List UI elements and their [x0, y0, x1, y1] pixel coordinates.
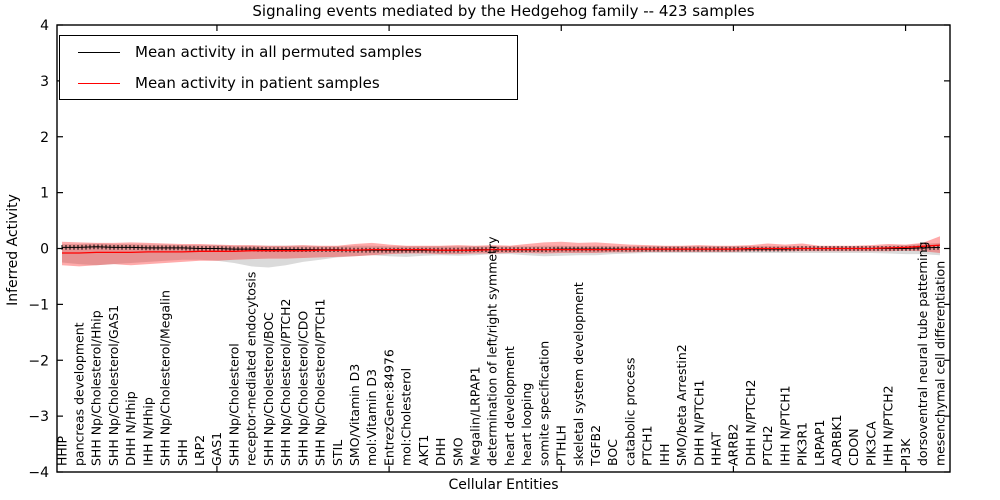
x-category-label: SHH Np/Cholesterol/PTCH1	[313, 299, 328, 467]
x-category-label: SHH Np/Cholesterol/PTCH2	[278, 299, 293, 467]
x-category-label: HHIP	[54, 436, 69, 466]
x-category-label: SMO/beta Arrestin2	[674, 344, 689, 466]
y-axis-title: Inferred Activity	[5, 194, 21, 306]
x-category-label: SHH Np/Cholesterol/Hhip	[89, 310, 104, 466]
x-category-label: determination of left/right symmetry	[485, 236, 500, 466]
legend-entry-patient: Mean activity in patient samples	[60, 68, 517, 98]
x-category-label: TGFB2	[588, 425, 603, 467]
legend: Mean activity in all permuted samples Me…	[59, 35, 518, 100]
y-tick-label: 3	[40, 74, 49, 90]
x-category-label: PTCH2	[760, 425, 775, 466]
x-category-label: GAS1	[209, 432, 224, 466]
x-category-label: SMO/Vitamin D3	[347, 364, 362, 466]
x-category-label: CDON	[846, 428, 861, 466]
x-category-label: heart development	[502, 346, 517, 466]
x-category-label: SHH Np/Cholesterol/BOC	[261, 312, 276, 466]
x-category-label: ADRBK1	[829, 414, 844, 466]
chart-title: Signaling events mediated by the Hedgeho…	[252, 2, 755, 20]
x-category-label: DHH N/Hhip	[123, 391, 138, 466]
x-category-label: receptor-mediated endocytosis	[244, 272, 259, 466]
y-tick-label: −1	[28, 297, 49, 313]
x-category-label: dorsoventral neural tube patterning	[915, 242, 930, 467]
x-category-label: PIK3R1	[795, 422, 810, 466]
y-tick-label: 1	[40, 186, 49, 202]
x-category-label: IHH N/Hhip	[140, 397, 155, 466]
x-category-label: LRPAP1	[812, 420, 827, 466]
x-category-label: ARRB2	[726, 424, 741, 466]
x-category-label: AKT1	[416, 435, 431, 466]
x-category-label: IHH	[657, 444, 672, 467]
x-category-label: skeletal system development	[571, 282, 586, 466]
x-category-label: LRP2	[192, 435, 207, 466]
y-tick-label: 0	[40, 242, 49, 258]
x-category-label: IHH N/PTCH2	[881, 385, 896, 466]
x-category-label: PIK3CA	[863, 421, 878, 466]
x-category-label: DHH	[433, 438, 448, 466]
patient-line-sample-icon	[78, 82, 120, 84]
permuted-line-sample-icon	[78, 51, 120, 53]
x-category-label: BOC	[605, 439, 620, 466]
x-category-label: DHH N/PTCH2	[743, 380, 758, 466]
patient-band	[62, 236, 940, 267]
x-category-label: SHH Np/Cholesterol/CDO	[295, 311, 310, 466]
x-category-label: catabolic process	[622, 357, 637, 466]
y-tick-label: −4	[28, 465, 49, 481]
x-category-label: mol:Vitamin D3	[364, 369, 379, 466]
x-category-label: HHAT	[709, 432, 724, 466]
y-tick-label: −2	[28, 353, 49, 369]
y-tick-label: 2	[40, 130, 49, 146]
x-category-label: SHH Np/Cholesterol	[227, 343, 242, 466]
y-tick-label: 4	[40, 18, 49, 34]
patient-line	[62, 244, 941, 254]
x-category-label: EntrezGene:84976	[381, 349, 396, 466]
x-category-label: SHH Np/Cholesterol/Megalin	[158, 290, 173, 466]
x-axis-title: Cellular Entities	[448, 477, 559, 493]
x-category-label: Megalin/LRPAP1	[468, 366, 483, 466]
legend-label-permuted: Mean activity in all permuted samples	[135, 43, 422, 61]
x-category-label: SMO	[450, 437, 465, 466]
x-category-label: DHH N/PTCH1	[691, 380, 706, 466]
x-category-label: PTCH1	[640, 425, 655, 466]
x-category-label: SHH Np/Cholesterol/GAS1	[106, 305, 121, 466]
x-category-label: somite specification	[536, 341, 551, 466]
x-category-label: STIL	[330, 440, 345, 466]
x-category-label: mesenchymal cell differentiation	[932, 261, 947, 466]
x-category-label: PTHLH	[554, 425, 569, 466]
x-category-label: IHH N/PTCH1	[777, 385, 792, 466]
x-category-label: pancreas development	[72, 322, 87, 466]
x-category-label: SHH	[175, 439, 190, 466]
y-tick-label: −3	[28, 409, 49, 425]
x-category-label: heart looping	[519, 383, 534, 466]
x-category-label: mol:Cholesterol	[399, 368, 414, 466]
legend-entry-permuted: Mean activity in all permuted samples	[60, 37, 517, 67]
x-category-label: PI3K	[898, 438, 913, 466]
legend-label-patient: Mean activity in patient samples	[135, 74, 380, 92]
